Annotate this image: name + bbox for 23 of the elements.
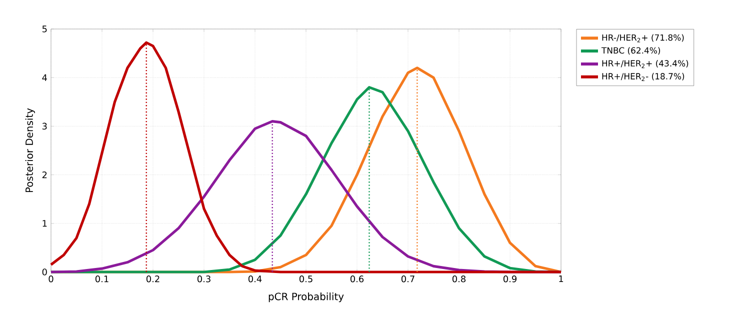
x-tick-label: 0 [48, 276, 54, 282]
x-tick-label: 1 [559, 276, 564, 282]
x-tick-label: 0.9 [503, 276, 517, 282]
x-tick-label: 0.8 [452, 276, 466, 282]
x-tick-label: 0.3 [197, 276, 210, 282]
legend-label: TNBC (62.4%) [601, 47, 660, 55]
y-tick-label: 4 [42, 74, 47, 81]
x-tick-label: 0.2 [146, 276, 160, 282]
x-tick-label: 0.4 [248, 276, 262, 282]
x-tick-label: 0.6 [350, 276, 364, 282]
y-axis-title: Posterior Density [25, 108, 35, 192]
x-tick-label: 0.7 [401, 276, 414, 282]
legend-label: HR-/HER$_{2}$+ (71.8%) [602, 34, 684, 42]
x-tick-label: 0.5 [299, 276, 312, 282]
y-tick-label: 0 [42, 268, 47, 276]
y-tick-label: 1 [42, 220, 47, 227]
x-axis-title: pCR Probability [268, 292, 344, 302]
x-tick-label: 0.1 [95, 276, 108, 282]
legend-label: HR+/HER$_{2}$+ (43.4%) [602, 60, 688, 68]
y-tick-label: 5 [42, 26, 47, 32]
y-tick-label: 2 [42, 171, 47, 178]
legend-label: HR+/HER$_{2}$- (18.7%) [602, 72, 684, 81]
y-tick-label: 3 [42, 122, 47, 130]
